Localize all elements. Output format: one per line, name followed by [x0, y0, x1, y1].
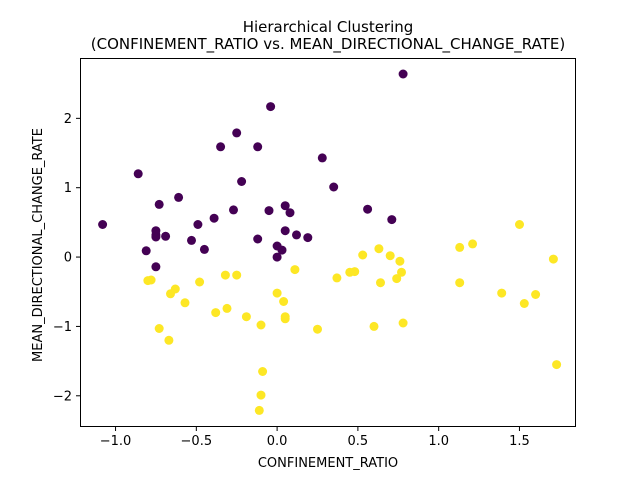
data-point-cluster1-19 [253, 142, 263, 152]
data-point-cluster1-20 [253, 234, 263, 244]
data-point-cluster1-13 [199, 244, 209, 254]
x-tick-label-1: −1.0 [100, 434, 132, 449]
data-point-cluster1-1 [98, 220, 108, 229]
data-point-cluster1-6 [151, 226, 161, 236]
data-point-cluster1-14 [209, 213, 219, 223]
data-point-cluster2-30 [376, 278, 385, 288]
x-axis-label: CONFINEMENT_RATIO [258, 456, 398, 471]
y-tick-label-5: 2 [64, 112, 72, 127]
x-tick-label-3: 0.0 [267, 434, 288, 449]
x-tick-label-2: −0.5 [181, 434, 213, 449]
data-point-cluster2-31 [385, 251, 395, 261]
chart-title-line-1: Hierarchical Clustering [243, 18, 414, 36]
data-point-cluster1-25 [277, 245, 287, 255]
data-point-cluster2-21 [280, 314, 290, 324]
data-point-cluster2-34 [397, 267, 406, 277]
chart-title: Hierarchical Clustering (CONFINEMENT_RAT… [91, 18, 565, 54]
data-point-cluster1-7 [154, 199, 164, 209]
data-point-cluster2-6 [170, 284, 180, 294]
data-point-cluster2-18 [272, 288, 282, 298]
data-point-cluster1-28 [285, 208, 295, 218]
data-point-cluster1-12 [193, 220, 203, 229]
y-tick-label-3: 0 [64, 251, 72, 266]
data-point-cluster1-34 [387, 215, 397, 225]
data-point-cluster2-8 [195, 277, 205, 287]
data-point-cluster2-41 [519, 299, 529, 308]
y-tick-label-4: 1 [64, 181, 72, 196]
data-point-cluster2-2 [146, 275, 156, 285]
data-point-cluster1-15 [216, 142, 226, 152]
data-point-cluster1-21 [266, 102, 276, 112]
data-point-cluster1-30 [303, 233, 313, 243]
data-point-cluster2-16 [256, 390, 266, 400]
data-point-cluster1-8 [151, 262, 161, 272]
data-point-cluster2-23 [313, 324, 322, 334]
data-point-cluster2-37 [455, 278, 465, 288]
data-point-cluster2-40 [515, 220, 524, 229]
data-point-cluster2-26 [350, 267, 360, 277]
data-point-cluster2-10 [220, 270, 230, 280]
data-point-cluster2-38 [468, 239, 478, 249]
x-tick-label-4: 0.5 [348, 434, 369, 449]
data-point-cluster2-12 [232, 270, 242, 280]
data-point-cluster1-17 [232, 128, 242, 138]
plot-area [80, 58, 576, 427]
data-point-cluster2-17 [254, 405, 264, 415]
data-point-cluster1-33 [363, 204, 373, 214]
data-point-cluster2-33 [395, 256, 405, 266]
data-point-cluster1-29 [292, 230, 301, 240]
data-point-cluster1-27 [280, 226, 290, 236]
data-point-cluster1-10 [174, 192, 184, 202]
data-points [98, 69, 562, 415]
data-point-cluster2-19 [279, 297, 289, 306]
data-point-cluster2-28 [369, 321, 379, 331]
data-point-cluster2-3 [154, 324, 164, 333]
data-point-cluster1-16 [229, 205, 238, 215]
data-point-cluster2-7 [180, 298, 190, 308]
data-point-cluster1-11 [187, 235, 196, 245]
data-point-cluster1-35 [398, 69, 408, 79]
data-point-cluster1-31 [317, 153, 327, 163]
data-point-cluster1-9 [161, 231, 171, 241]
data-point-cluster2-13 [241, 312, 251, 322]
data-point-cluster2-35 [398, 318, 408, 328]
data-point-cluster2-39 [497, 288, 507, 298]
data-point-cluster1-3 [141, 246, 151, 256]
x-axis-ticks: −1.0 −0.5 0.0 0.5 1.0 1.5 [100, 427, 530, 449]
data-point-cluster1-26 [280, 201, 290, 211]
data-point-cluster2-22 [290, 265, 300, 275]
data-point-cluster2-14 [256, 320, 266, 330]
data-point-cluster2-42 [531, 290, 541, 299]
chart-title-line-2: (CONFINEMENT_RATIO vs. MEAN_DIRECTIONAL_… [91, 35, 565, 54]
x-tick-label-5: 1.0 [428, 434, 449, 449]
data-point-cluster2-9 [211, 308, 221, 318]
data-point-cluster1-24 [272, 252, 282, 262]
data-point-cluster2-36 [455, 242, 465, 252]
x-tick-label-6: 1.5 [509, 434, 530, 449]
data-point-cluster2-32 [392, 274, 402, 284]
data-point-cluster2-27 [358, 250, 368, 260]
y-axis-ticks: −2 −1 0 1 2 [53, 112, 80, 404]
y-axis-label: MEAN_DIRECTIONAL_CHANGE_RATE [31, 128, 46, 362]
data-point-cluster1-18 [237, 177, 247, 186]
data-point-cluster2-24 [332, 273, 342, 283]
data-point-cluster2-4 [164, 335, 174, 345]
data-point-cluster1-22 [264, 206, 274, 216]
data-point-cluster2-11 [222, 303, 232, 313]
data-point-cluster2-43 [548, 254, 558, 264]
data-point-cluster2-44 [552, 360, 562, 370]
axes-frame [80, 58, 576, 427]
y-tick-label-1: −2 [53, 389, 72, 404]
data-point-cluster2-15 [258, 367, 268, 376]
y-tick-label-2: −1 [53, 320, 72, 335]
data-point-cluster1-32 [329, 182, 339, 192]
data-point-cluster1-2 [133, 169, 143, 179]
data-point-cluster2-29 [374, 244, 384, 254]
